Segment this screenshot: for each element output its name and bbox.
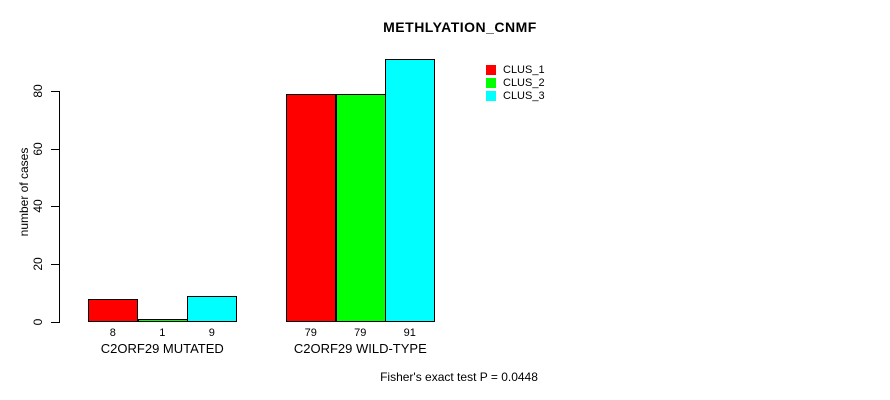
y-axis-tick	[51, 264, 59, 266]
annotation-fisher-test: Fisher's exact test P = 0.0448	[380, 370, 538, 384]
bar-value-label: 79	[304, 327, 317, 339]
bar-value-label: 8	[109, 327, 116, 339]
legend-swatch-icon	[486, 78, 496, 88]
chart-title: METHLYATION_CNMF	[383, 19, 537, 35]
y-tick-label: 20	[31, 257, 45, 271]
legend-swatch-icon	[486, 91, 496, 101]
bar-clus_3-mutated	[187, 296, 237, 322]
bar-clus_2-mutated	[137, 319, 188, 322]
legend-label: CLUS_1	[503, 64, 545, 76]
y-tick-label: 40	[31, 199, 45, 214]
y-axis-label: number of cases	[17, 147, 31, 237]
bar-clus_3-wild-type	[385, 59, 435, 322]
legend-label: CLUS_3	[503, 90, 545, 102]
bar-value-label: 1	[159, 327, 166, 339]
y-tick-label: 0	[31, 318, 45, 326]
y-tick-label: 80	[31, 84, 45, 98]
bar-value-label: 79	[354, 327, 367, 339]
y-axis-tick	[51, 206, 59, 208]
bar-value-label: 91	[403, 327, 416, 339]
y-axis-tick	[51, 148, 59, 150]
legend-swatch-icon	[486, 65, 496, 75]
bar-clus_2-wild-type	[335, 93, 386, 322]
bar-clus_1-wild-type	[286, 93, 336, 322]
legend-label: CLUS_2	[503, 77, 545, 89]
x-category-label: C2ORF29 WILD-TYPE	[293, 341, 427, 356]
bar-value-label: 9	[208, 327, 215, 339]
y-axis-tick	[51, 90, 59, 92]
y-axis-tick	[51, 322, 59, 323]
bar-clus_1-mutated	[88, 298, 138, 322]
y-axis-line	[59, 90, 60, 323]
y-tick-label: 60	[31, 141, 45, 156]
x-category-label: C2ORF29 MUTATED	[100, 341, 224, 356]
